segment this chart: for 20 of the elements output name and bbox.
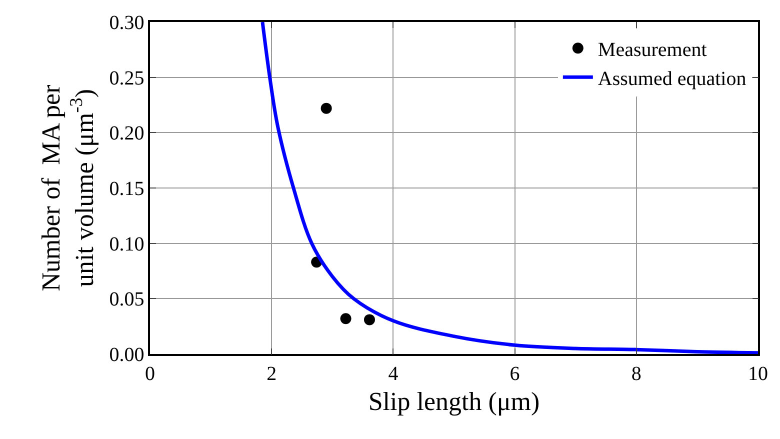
x-tick-label: 0 xyxy=(145,362,155,385)
y-tick-label: 0.05 xyxy=(109,288,144,311)
y-tick-label: 0.20 xyxy=(109,122,144,145)
legend-label: Measurement xyxy=(598,38,708,61)
y-tick-label: 0.30 xyxy=(109,12,144,34)
y-tick-label: 0.15 xyxy=(109,178,144,200)
legend-label: Assumed equation xyxy=(598,68,746,90)
point xyxy=(364,314,375,326)
point xyxy=(320,102,332,114)
x-tick-label: 4 xyxy=(388,362,398,385)
y-tick-label: 0.00 xyxy=(109,344,144,366)
line-series xyxy=(260,22,758,354)
y-tick-label: 0.10 xyxy=(109,233,144,256)
y-tick-label: 0.25 xyxy=(109,67,144,90)
x-tick-label: 10 xyxy=(748,362,768,385)
x-tick-label: 2 xyxy=(266,362,277,385)
x-tick-label: 6 xyxy=(510,362,520,385)
point xyxy=(340,313,352,324)
x-axis-title: Slip length (μm) xyxy=(368,386,540,416)
x-tick-label: 8 xyxy=(631,362,642,385)
